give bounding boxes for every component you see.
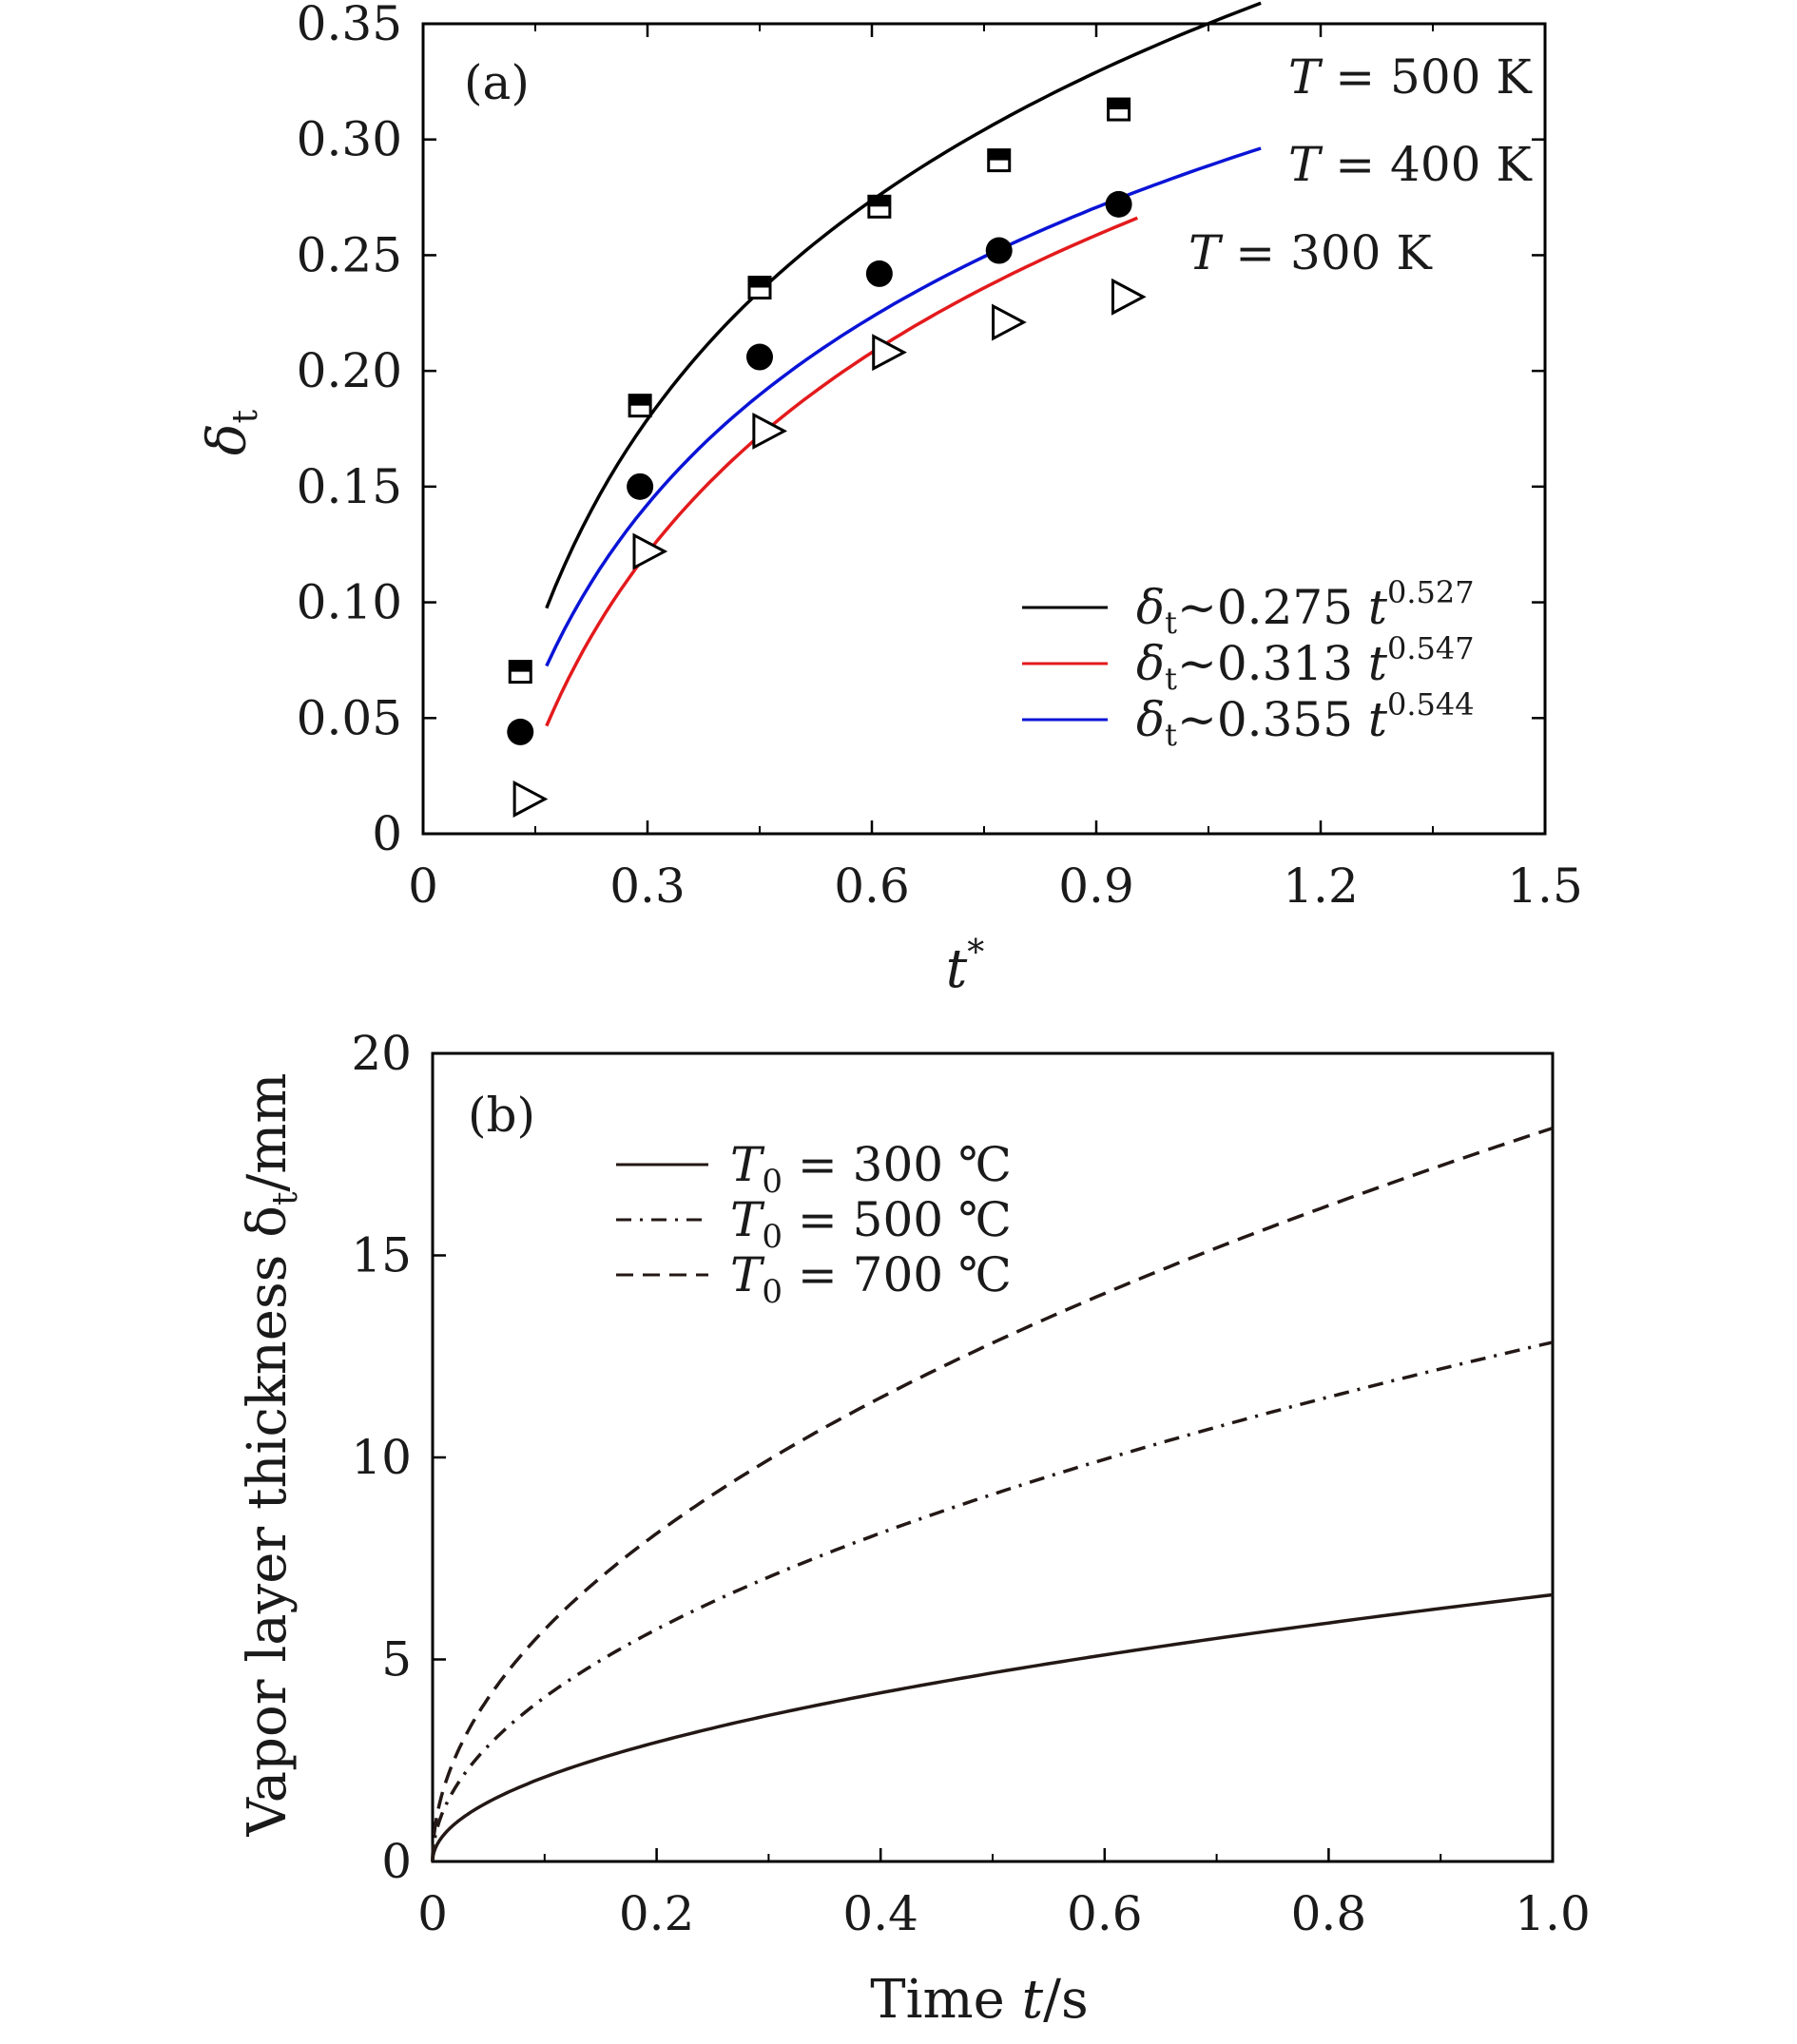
marker-triangle <box>512 780 549 818</box>
legend-b-label-1: T0 = 300 ℃ <box>730 1137 1012 1201</box>
marker-circle <box>746 343 773 371</box>
marker-circle <box>1105 190 1132 218</box>
panel-b-label: (b) <box>468 1088 535 1143</box>
x-tick-label: 0.2 <box>619 1886 695 1941</box>
marker-square <box>628 394 652 418</box>
y-tick-label: 0 <box>381 1834 412 1889</box>
marker-square <box>867 194 892 219</box>
marker-square-fill <box>510 661 531 672</box>
marker-triangle <box>872 334 907 372</box>
x-tick-label: 0 <box>417 1886 448 1941</box>
marker-square <box>987 148 1012 173</box>
y-tick-label: 10 <box>351 1430 412 1485</box>
legend-b-label-2: T0 = 500 ℃ <box>730 1192 1012 1256</box>
y-tick-label: 0.25 <box>297 227 402 282</box>
marker-square-fill <box>629 395 651 406</box>
fit-line-1 <box>545 1 1262 609</box>
x-tick-label: 1.5 <box>1507 858 1583 914</box>
panel-b-chart: 0 0.2 0.4 0.6 0.8 1.0 0 5 10 15 20 (b) T0 = 300 ℃ … <box>237 1026 1591 2031</box>
panel-a-chart: 0 0.3 0.6 0.9 1.2 1.5 0 0.05 0.10 0.15 0.20 0.25 0.3… <box>197 0 1583 1000</box>
marker-triangle <box>632 532 668 570</box>
panel-a-x-axis-label: t* <box>946 934 985 1000</box>
fit-line-2 <box>545 216 1138 727</box>
marker-square-fill <box>1108 99 1130 110</box>
panel-b-ticks: 0 0.2 0.4 0.6 0.8 1.0 0 5 10 15 20 <box>351 1026 1590 1941</box>
y-tick-label: 0.20 <box>297 343 402 398</box>
legend-b-label-3: T0 = 700 ℃ <box>730 1247 1012 1311</box>
y-tick-label: 0.30 <box>297 112 402 167</box>
series-line-3 <box>431 1126 1554 1861</box>
y-tick-label: 5 <box>381 1632 412 1687</box>
marker-circle <box>507 718 534 745</box>
x-tick-label: 0.6 <box>1067 1886 1143 1941</box>
panel-a-label: (a) <box>464 55 530 110</box>
legend-a-label-1: δt~0.275 t0.527 <box>1136 574 1475 641</box>
series-line-1 <box>431 1592 1554 1861</box>
panel-b-series-lines <box>431 1126 1554 1861</box>
x-tick-label: 0.9 <box>1058 858 1134 914</box>
marker-square-fill <box>988 149 1010 161</box>
x-tick-label: 0.6 <box>834 858 910 914</box>
x-tick-label: 0.3 <box>609 858 686 914</box>
marker-triangle <box>752 412 788 450</box>
x-tick-label: 0 <box>408 858 438 914</box>
y-tick-label: 15 <box>351 1228 412 1283</box>
x-tick-label: 1.2 <box>1283 858 1359 914</box>
y-tick-label: 20 <box>351 1026 412 1081</box>
legend-a-label-2: δt~0.313 t0.547 <box>1136 630 1475 697</box>
panel-b-x-axis-label: Time t/s <box>870 1969 1088 2031</box>
panel-a-y-axis-label: δt <box>197 409 265 455</box>
annotation-t500: T = 500 K <box>1288 49 1533 105</box>
panel-a-ticks: 0 0.3 0.6 0.9 1.2 1.5 0 0.05 0.10 0.15 0.20 0.25 0.3… <box>297 0 1583 914</box>
marker-square <box>747 276 772 300</box>
panel-a-markers <box>507 97 1147 818</box>
legend-a-label-3: δt~0.355 t0.544 <box>1136 686 1475 753</box>
y-tick-label: 0.05 <box>297 690 402 745</box>
marker-triangle <box>1111 278 1147 316</box>
marker-square <box>1107 97 1131 122</box>
y-tick-label: 0 <box>372 806 402 861</box>
panel-b-y-axis-label: Vapor layer thickness δt/mm <box>237 1073 305 1838</box>
marker-square-fill <box>868 196 890 207</box>
y-tick-label: 0.35 <box>297 0 402 51</box>
marker-square-fill <box>749 277 770 288</box>
panel-b-legend: T0 = 300 ℃ T0 = 500 ℃ T0 = 700 ℃ <box>616 1137 1012 1311</box>
marker-square <box>508 660 532 685</box>
marker-circle <box>627 472 654 500</box>
x-tick-label: 0.4 <box>842 1886 918 1941</box>
marker-circle <box>985 237 1013 264</box>
x-tick-label: 0.8 <box>1291 1886 1367 1941</box>
annotation-t400: T = 400 K <box>1288 137 1533 192</box>
annotation-t300: T = 300 K <box>1188 225 1433 280</box>
y-tick-label: 0.10 <box>297 575 402 630</box>
x-tick-label: 1.0 <box>1515 1886 1591 1941</box>
marker-triangle <box>992 303 1027 341</box>
panel-a-legend: δt~0.275 t0.527 δt~0.313 t0.547 δt~0.355… <box>1022 574 1475 753</box>
series-line-2 <box>431 1340 1554 1861</box>
fit-line-3 <box>545 146 1262 667</box>
y-tick-label: 0.15 <box>297 459 402 514</box>
marker-circle <box>865 260 893 287</box>
